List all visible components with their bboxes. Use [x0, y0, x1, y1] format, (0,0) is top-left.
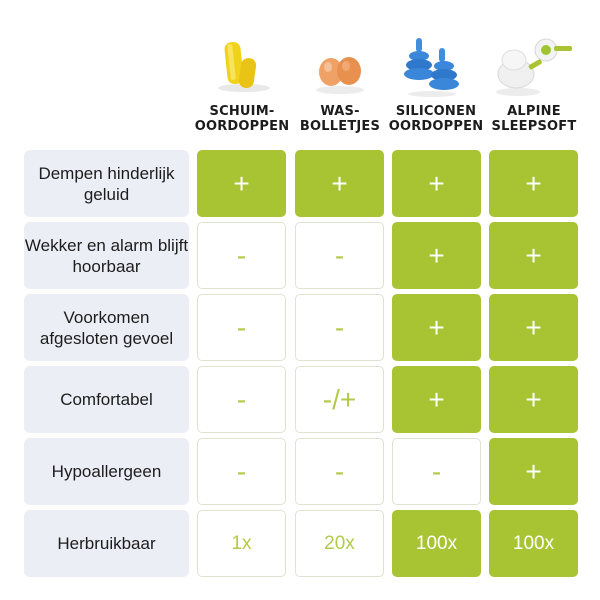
cell-noise-alpine: + [489, 150, 578, 217]
cell-comfort-wax: -/+ [295, 366, 384, 433]
cell-reusable-wax: 20x [295, 510, 384, 577]
cell-closed-feeling-alpine: + [489, 294, 578, 361]
column-header-alpine: ALPINE SLEEPSOFT [491, 104, 577, 134]
cell-hypoallergenic-alpine: + [489, 438, 578, 505]
row-label-noise: Dempen hinderlijk geluid [24, 150, 189, 217]
row-label-comfort: Comfortabel [24, 366, 189, 433]
cell-hypoallergenic-wax: - [295, 438, 384, 505]
cell-alarm-wax: - [295, 222, 384, 289]
cell-hypoallergenic-silicone: - [392, 438, 481, 505]
cell-hypoallergenic-foam: - [197, 438, 286, 505]
cell-closed-feeling-silicone: + [392, 294, 481, 361]
row-label-alarm: Wekker en alarm blijft hoorbaar [24, 222, 189, 289]
cell-closed-feeling-foam: - [197, 294, 286, 361]
cell-closed-feeling-wax: - [295, 294, 384, 361]
cell-alarm-foam: - [197, 222, 286, 289]
row-label-closed-feeling: Voorkomen afgesloten gevoel [24, 294, 189, 361]
orange-wax-balls-icon [295, 46, 384, 96]
yellow-foam-earplugs-icon [196, 36, 292, 96]
cell-noise-wax: + [295, 150, 384, 217]
cell-reusable-alpine: 100x [489, 510, 578, 577]
column-header-silicone: SILICONEN OORDOPPEN [388, 104, 484, 134]
column-header-wax: WAS- BOLLETJES [299, 104, 381, 134]
cell-reusable-foam: 1x [197, 510, 286, 577]
cell-comfort-foam: - [197, 366, 286, 433]
row-label-reusable: Herbruikbaar [24, 510, 189, 577]
row-label-hypoallergenic: Hypoallergeen [24, 438, 189, 505]
cell-noise-foam: + [197, 150, 286, 217]
cell-alarm-alpine: + [489, 222, 578, 289]
cell-comfort-silicone: + [392, 366, 481, 433]
alpine-sleepsoft-earplugs-icon [488, 34, 578, 98]
cell-alarm-silicone: + [392, 222, 481, 289]
cell-reusable-silicone: 100x [392, 510, 481, 577]
cell-noise-silicone: + [392, 150, 481, 217]
column-header-foam: SCHUIM- OORDOPPEN [194, 104, 290, 134]
blue-silicone-earplugs-icon [392, 36, 481, 98]
cell-comfort-alpine: + [489, 366, 578, 433]
